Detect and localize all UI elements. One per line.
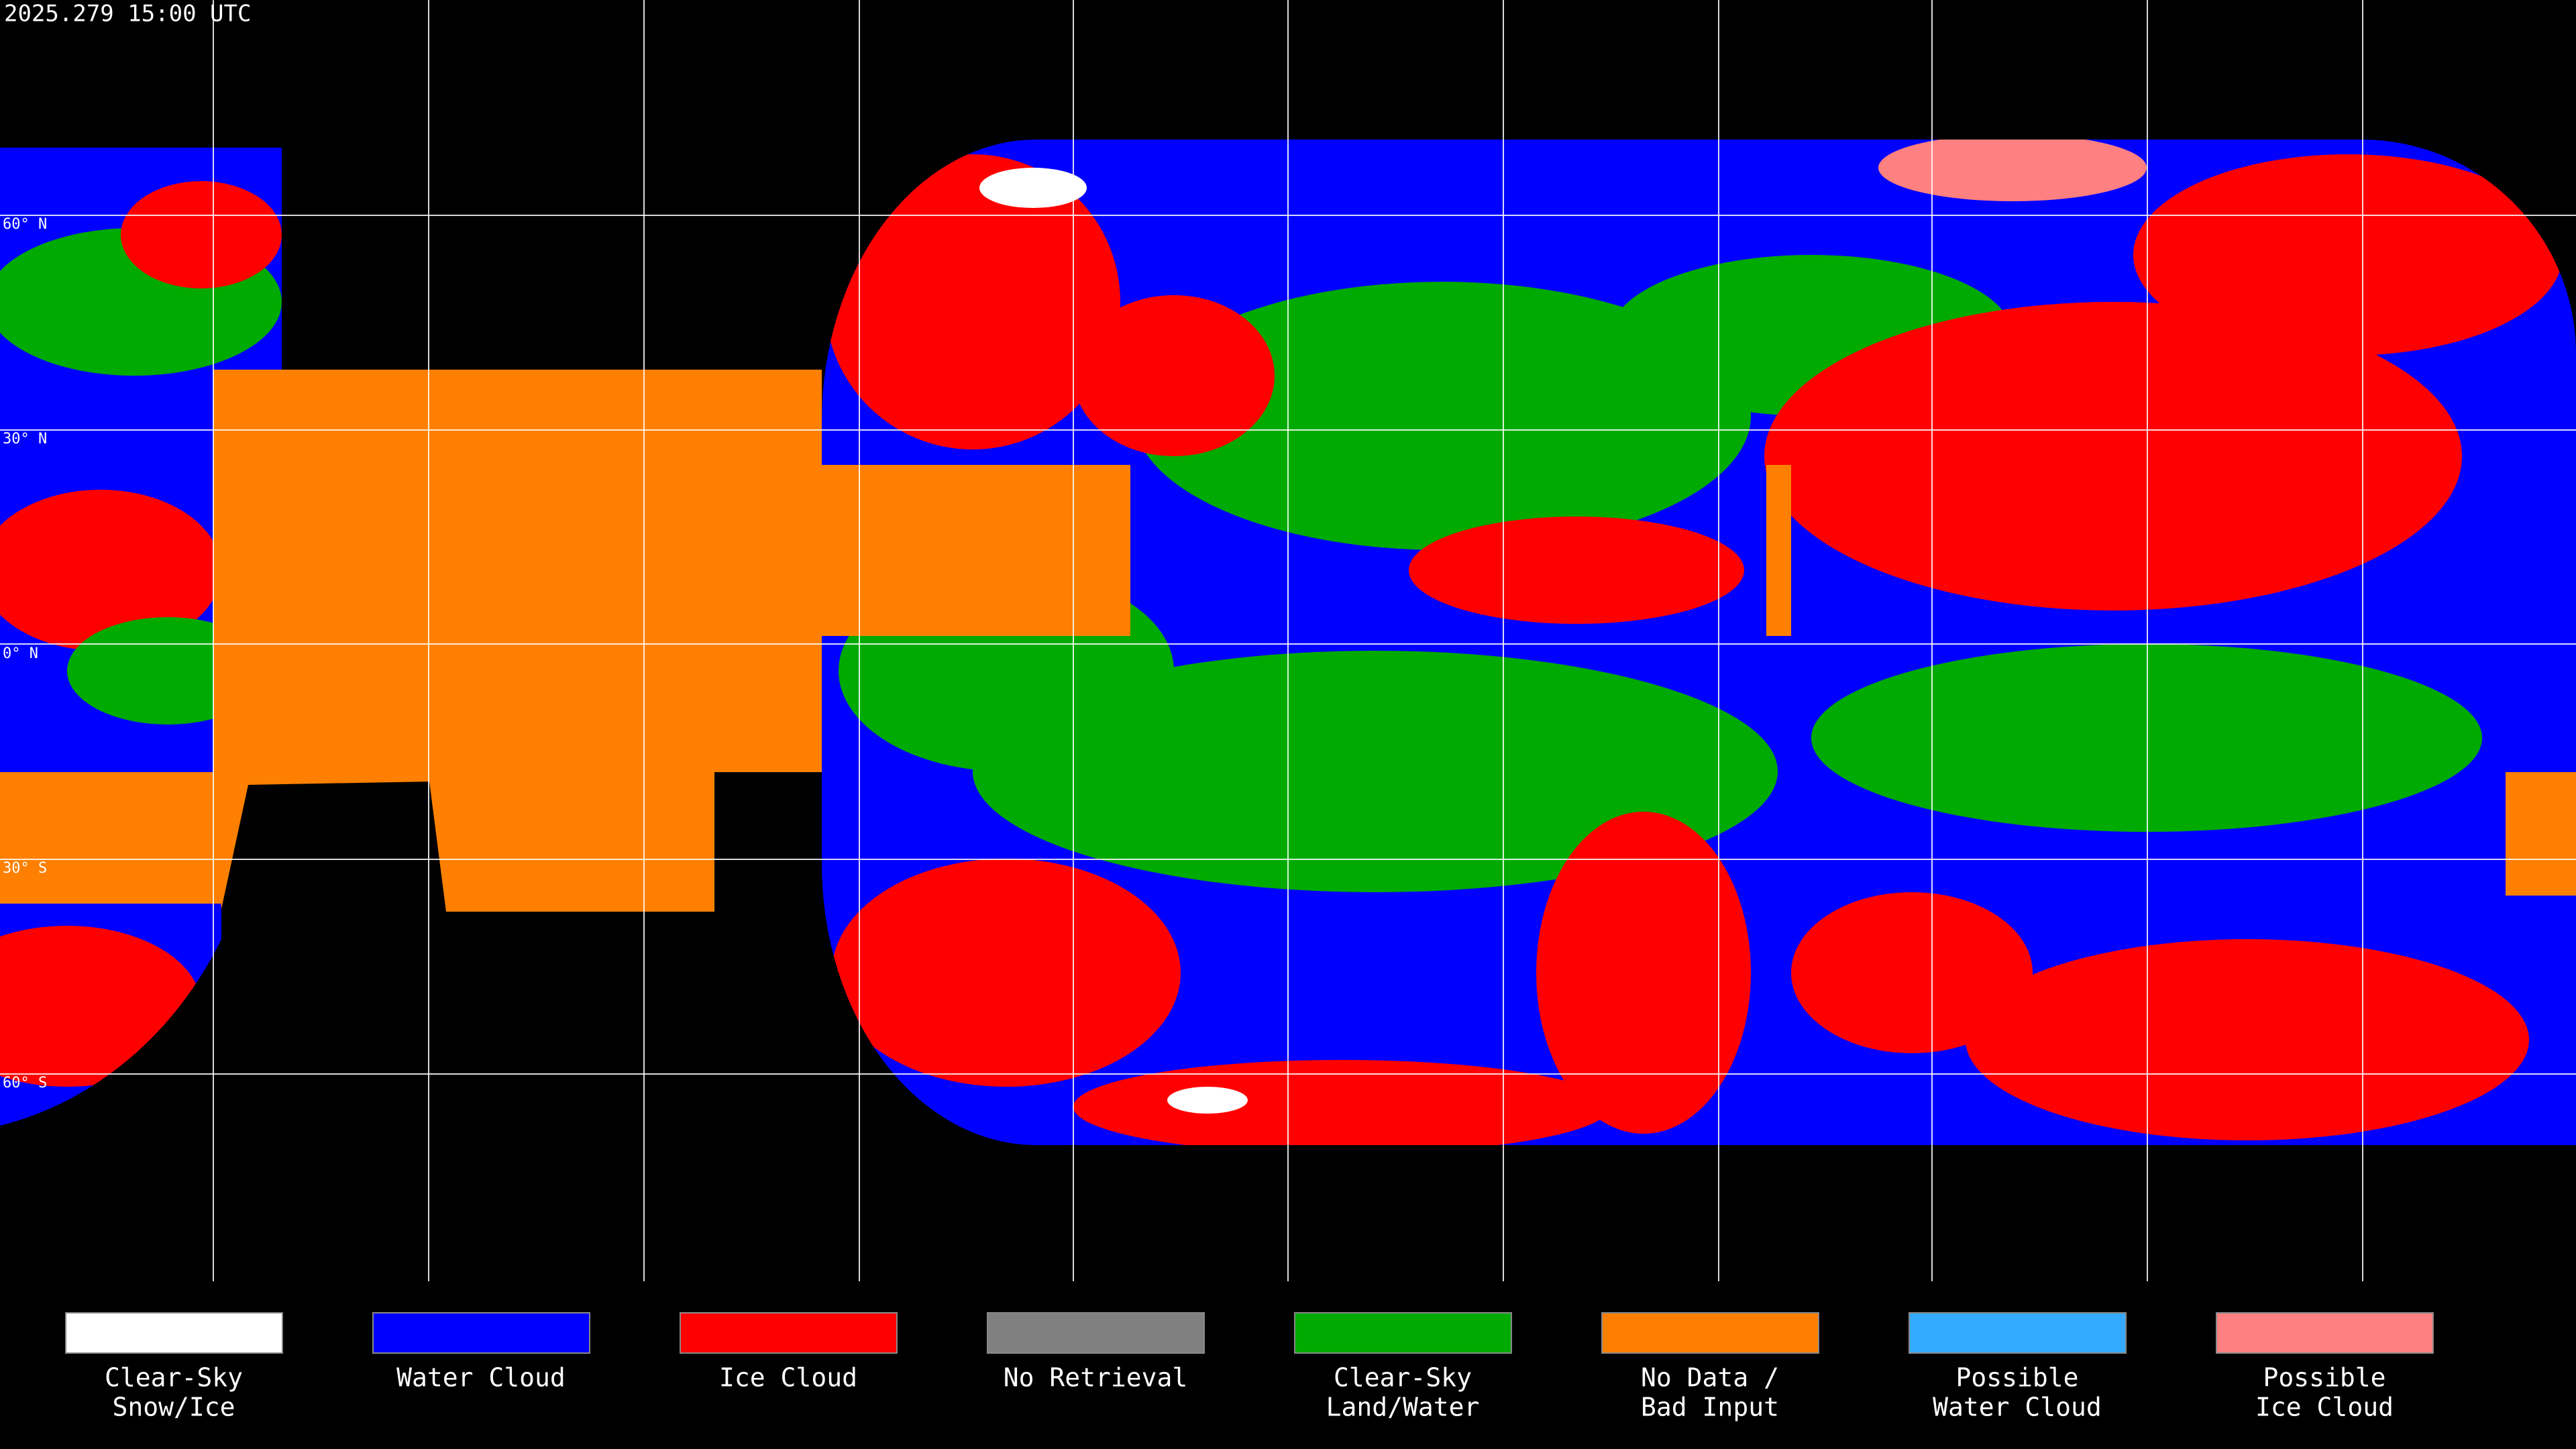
legend-label: Possible [1955, 1363, 2078, 1393]
legend-label: Land/Water [1326, 1393, 1480, 1422]
legend-label: Ice Cloud [719, 1363, 857, 1393]
latitude-label: 60° N [3, 216, 47, 233]
legend-swatch [2216, 1312, 2434, 1354]
legend-label: Ice Cloud [2255, 1393, 2394, 1422]
legend-label: No Data / [1641, 1363, 1779, 1393]
legend-swatch [680, 1312, 898, 1354]
legend-swatch [987, 1312, 1205, 1354]
latitude-label: 60° S [3, 1075, 47, 1091]
legend-label: Clear-Sky [105, 1363, 243, 1393]
legend-label: No Retrieval [1004, 1363, 1188, 1393]
no-data-blocks [213, 370, 1130, 912]
legend-label: Snow/Ice [112, 1393, 235, 1422]
legend-swatch [65, 1312, 283, 1354]
legend-swatch [1601, 1312, 1819, 1354]
legend-label: Clear-Sky [1334, 1363, 1472, 1393]
legend-label: Water Cloud [396, 1363, 566, 1393]
legend-label: Water Cloud [1933, 1393, 2102, 1422]
latitude-label: 30° N [3, 431, 47, 447]
legend-label: Bad Input [1641, 1393, 1779, 1422]
legend-label: Possible [2263, 1363, 2385, 1393]
lat-lon-grid [0, 0, 2576, 1281]
latitude-label: 0° N [3, 645, 38, 662]
legend-swatch [372, 1312, 590, 1354]
latitude-label: 30° S [3, 860, 47, 877]
legend-swatch [1909, 1312, 2127, 1354]
timestamp: 2025.279 15:00 UTC [4, 1, 251, 28]
legend-swatch [1294, 1312, 1512, 1354]
legend-background [0, 1283, 2576, 1449]
